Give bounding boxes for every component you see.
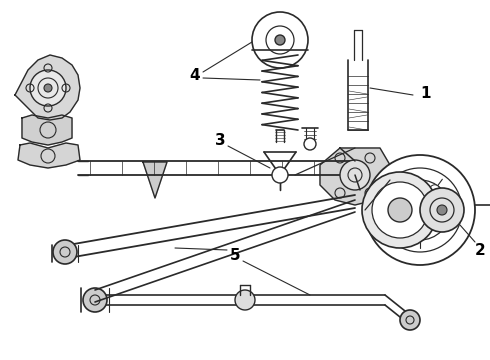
Text: 4: 4 xyxy=(190,68,200,82)
Circle shape xyxy=(44,84,52,92)
Circle shape xyxy=(252,12,308,68)
Circle shape xyxy=(235,290,255,310)
Circle shape xyxy=(275,35,285,45)
Circle shape xyxy=(30,70,66,106)
Text: 2: 2 xyxy=(475,243,486,257)
Circle shape xyxy=(405,195,435,225)
Circle shape xyxy=(400,310,420,330)
Text: 1: 1 xyxy=(420,86,431,100)
Text: 3: 3 xyxy=(215,132,225,148)
Circle shape xyxy=(362,172,438,248)
Circle shape xyxy=(340,160,370,190)
Circle shape xyxy=(372,182,428,238)
Circle shape xyxy=(266,26,294,54)
Circle shape xyxy=(272,167,288,183)
Circle shape xyxy=(304,138,316,150)
Circle shape xyxy=(439,213,449,223)
Polygon shape xyxy=(320,148,390,205)
Circle shape xyxy=(437,205,447,215)
Text: 5: 5 xyxy=(230,248,240,262)
Circle shape xyxy=(391,213,401,223)
Polygon shape xyxy=(15,55,80,120)
Polygon shape xyxy=(143,162,167,198)
Circle shape xyxy=(430,185,440,195)
Polygon shape xyxy=(18,143,80,168)
Circle shape xyxy=(420,188,464,232)
Circle shape xyxy=(83,288,107,312)
Circle shape xyxy=(400,185,410,195)
Circle shape xyxy=(365,155,475,265)
Circle shape xyxy=(388,198,412,222)
Circle shape xyxy=(53,240,77,264)
Circle shape xyxy=(415,230,425,240)
Polygon shape xyxy=(22,115,72,145)
Circle shape xyxy=(413,203,427,217)
